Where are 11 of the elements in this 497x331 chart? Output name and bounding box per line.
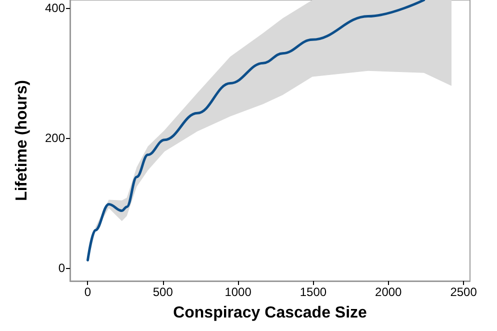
y-tick-label: 200 (44, 130, 66, 145)
y-axis-title: Lifetime (hours) (14, 80, 30, 201)
x-tick-label: 1500 (300, 285, 327, 299)
x-axis-title: Conspiracy Cascade Size (173, 304, 368, 322)
y-tick-label: 400 (44, 0, 66, 15)
x-tick-label: 1000 (224, 285, 252, 299)
y-tick-label: 0 (58, 260, 66, 275)
x-tick-label: 500 (152, 285, 174, 299)
x-tick-label: 2000 (375, 285, 402, 299)
x-tick-label: 2500 (450, 285, 478, 299)
x-tick-label: 0 (84, 285, 92, 299)
